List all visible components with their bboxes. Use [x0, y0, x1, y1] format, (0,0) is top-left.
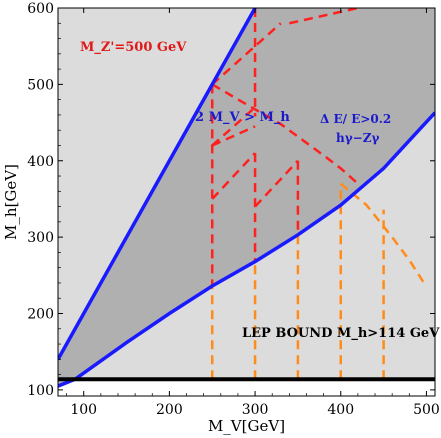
lep-bound-label: LEP BOUND M_h>114 GeV: [242, 326, 440, 341]
mz500-contour: [211, 83, 359, 185]
x-tick-label-400: 400: [327, 402, 354, 418]
x-tick-label-500: 500: [413, 402, 440, 418]
y-axis-label: M_h[GeV]: [2, 164, 20, 240]
channel-label: hγ−Zγ: [336, 131, 379, 145]
y-tick-label-100: 100: [27, 383, 54, 399]
lower-boundary-line: [58, 111, 435, 388]
y-tick-label-200: 200: [27, 307, 54, 323]
delta-e-label: Δ E/ E>0.2: [320, 112, 391, 126]
mz500-grid-line-2: [211, 22, 282, 86]
mz500-grid-line-6: [211, 152, 256, 200]
x-tick-label-200: 200: [156, 402, 183, 418]
x-axis-label: M_V[GeV]: [208, 417, 285, 435]
plot-area: [58, 8, 435, 396]
x-tick-label-100: 100: [70, 402, 97, 418]
mz500-grid-line-4: [211, 106, 256, 147]
y-tick-label-600: 600: [27, 1, 54, 17]
y-tick-label-500: 500: [27, 77, 54, 93]
orange-contour: [339, 182, 428, 288]
y-tick-label-300: 300: [27, 230, 54, 246]
mz500-grid-line-10: [289, 8, 359, 25]
axis-ticks: [58, 7, 435, 396]
unitarity-region-dark: [58, 8, 435, 387]
mz500-grid-line-5: [211, 125, 256, 147]
y-tick-label-400: 400: [27, 154, 54, 170]
unitarity-label: 2 M_V > M_h: [195, 110, 290, 125]
x-tick-label-300: 300: [242, 402, 269, 418]
plot-frame: [57, 7, 436, 397]
mz500-grid-line-8: [254, 159, 299, 208]
upper-boundary-line: [58, 8, 257, 361]
axis-tick-labels: 100 200 300 400 500 100 200 300 400 500 600: [27, 1, 440, 418]
mz-label: M_Z'=500 GeV: [80, 40, 187, 55]
